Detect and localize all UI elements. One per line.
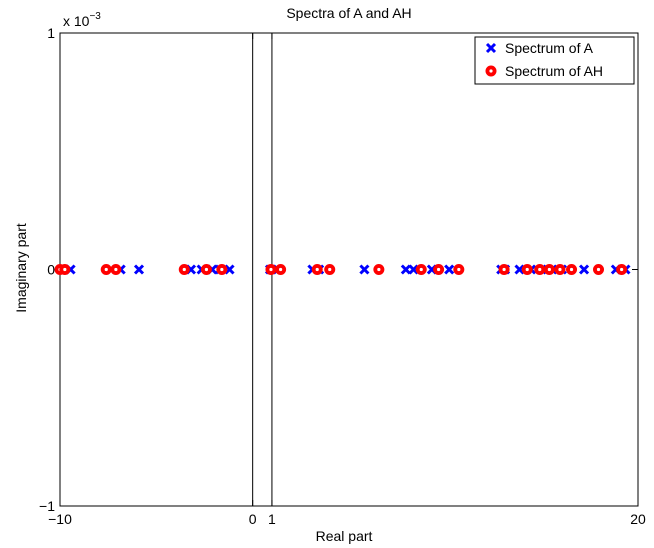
point-ah-16: [521, 264, 533, 275]
point-ah-17: [534, 264, 546, 275]
point-a-10: [224, 264, 235, 275]
point-a-27: [578, 264, 590, 275]
chart-title: Spectra of A and AH: [286, 5, 411, 21]
legend-marker-a: [485, 42, 497, 54]
legend-label-ah: Spectrum of AH: [505, 63, 603, 79]
legend-box: [474, 36, 635, 85]
y-tick-label-0: 1: [47, 25, 55, 41]
x-tick-label-1: 0: [249, 511, 257, 527]
point-a-22: [514, 264, 525, 275]
point-ah-15: [498, 264, 510, 275]
point-ah-8: [275, 264, 287, 275]
point-ah-1: [59, 264, 71, 275]
legend-label-a: Spectrum of A: [505, 40, 594, 56]
point-a-17: [408, 264, 419, 275]
y-ticks: 1 0 −1: [39, 25, 638, 514]
x-ticks: −10 0 1 20: [48, 33, 646, 527]
point-ah-19: [554, 264, 566, 275]
point-ah-11: [373, 264, 385, 275]
y-tick-label-1: 0: [47, 262, 55, 278]
x-tick-label-2: 1: [268, 511, 276, 527]
legend: Spectrum of A Spectrum of AH: [474, 36, 635, 85]
point-ah-14: [453, 264, 465, 275]
x-tick-label-3: 20: [630, 511, 646, 527]
y-exponent-label: x 10−3: [63, 11, 101, 29]
point-ah-9: [311, 264, 323, 275]
point-ah-7: [265, 264, 277, 275]
point-ah-3: [110, 264, 122, 275]
point-ah-22: [616, 264, 628, 275]
point-a-16: [400, 264, 411, 275]
x-axis-label: Real part: [316, 528, 373, 544]
y-axis-label: Imaginary part: [13, 223, 29, 313]
point-ah-12: [415, 264, 427, 275]
point-a-5: [133, 264, 145, 275]
point-ah-21: [593, 264, 605, 275]
point-ah-6: [216, 264, 228, 275]
point-ah-10: [324, 264, 336, 275]
point-ah-4: [178, 264, 190, 275]
point-ah-2: [100, 264, 112, 275]
point-ah-13: [433, 264, 445, 275]
point-ah-5: [200, 264, 212, 275]
y-exponent-power: −3: [89, 11, 101, 22]
data-points: [54, 264, 631, 275]
legend-marker-ah: [485, 65, 497, 77]
point-ah-20: [566, 264, 578, 275]
point-ah-18: [543, 264, 555, 275]
point-a-19: [444, 264, 455, 275]
point-a-15: [359, 264, 370, 275]
x-tick-label-0: −10: [48, 511, 72, 527]
y-tick-label-2: −1: [39, 498, 55, 514]
y-exponent-base: x 10: [63, 13, 90, 29]
